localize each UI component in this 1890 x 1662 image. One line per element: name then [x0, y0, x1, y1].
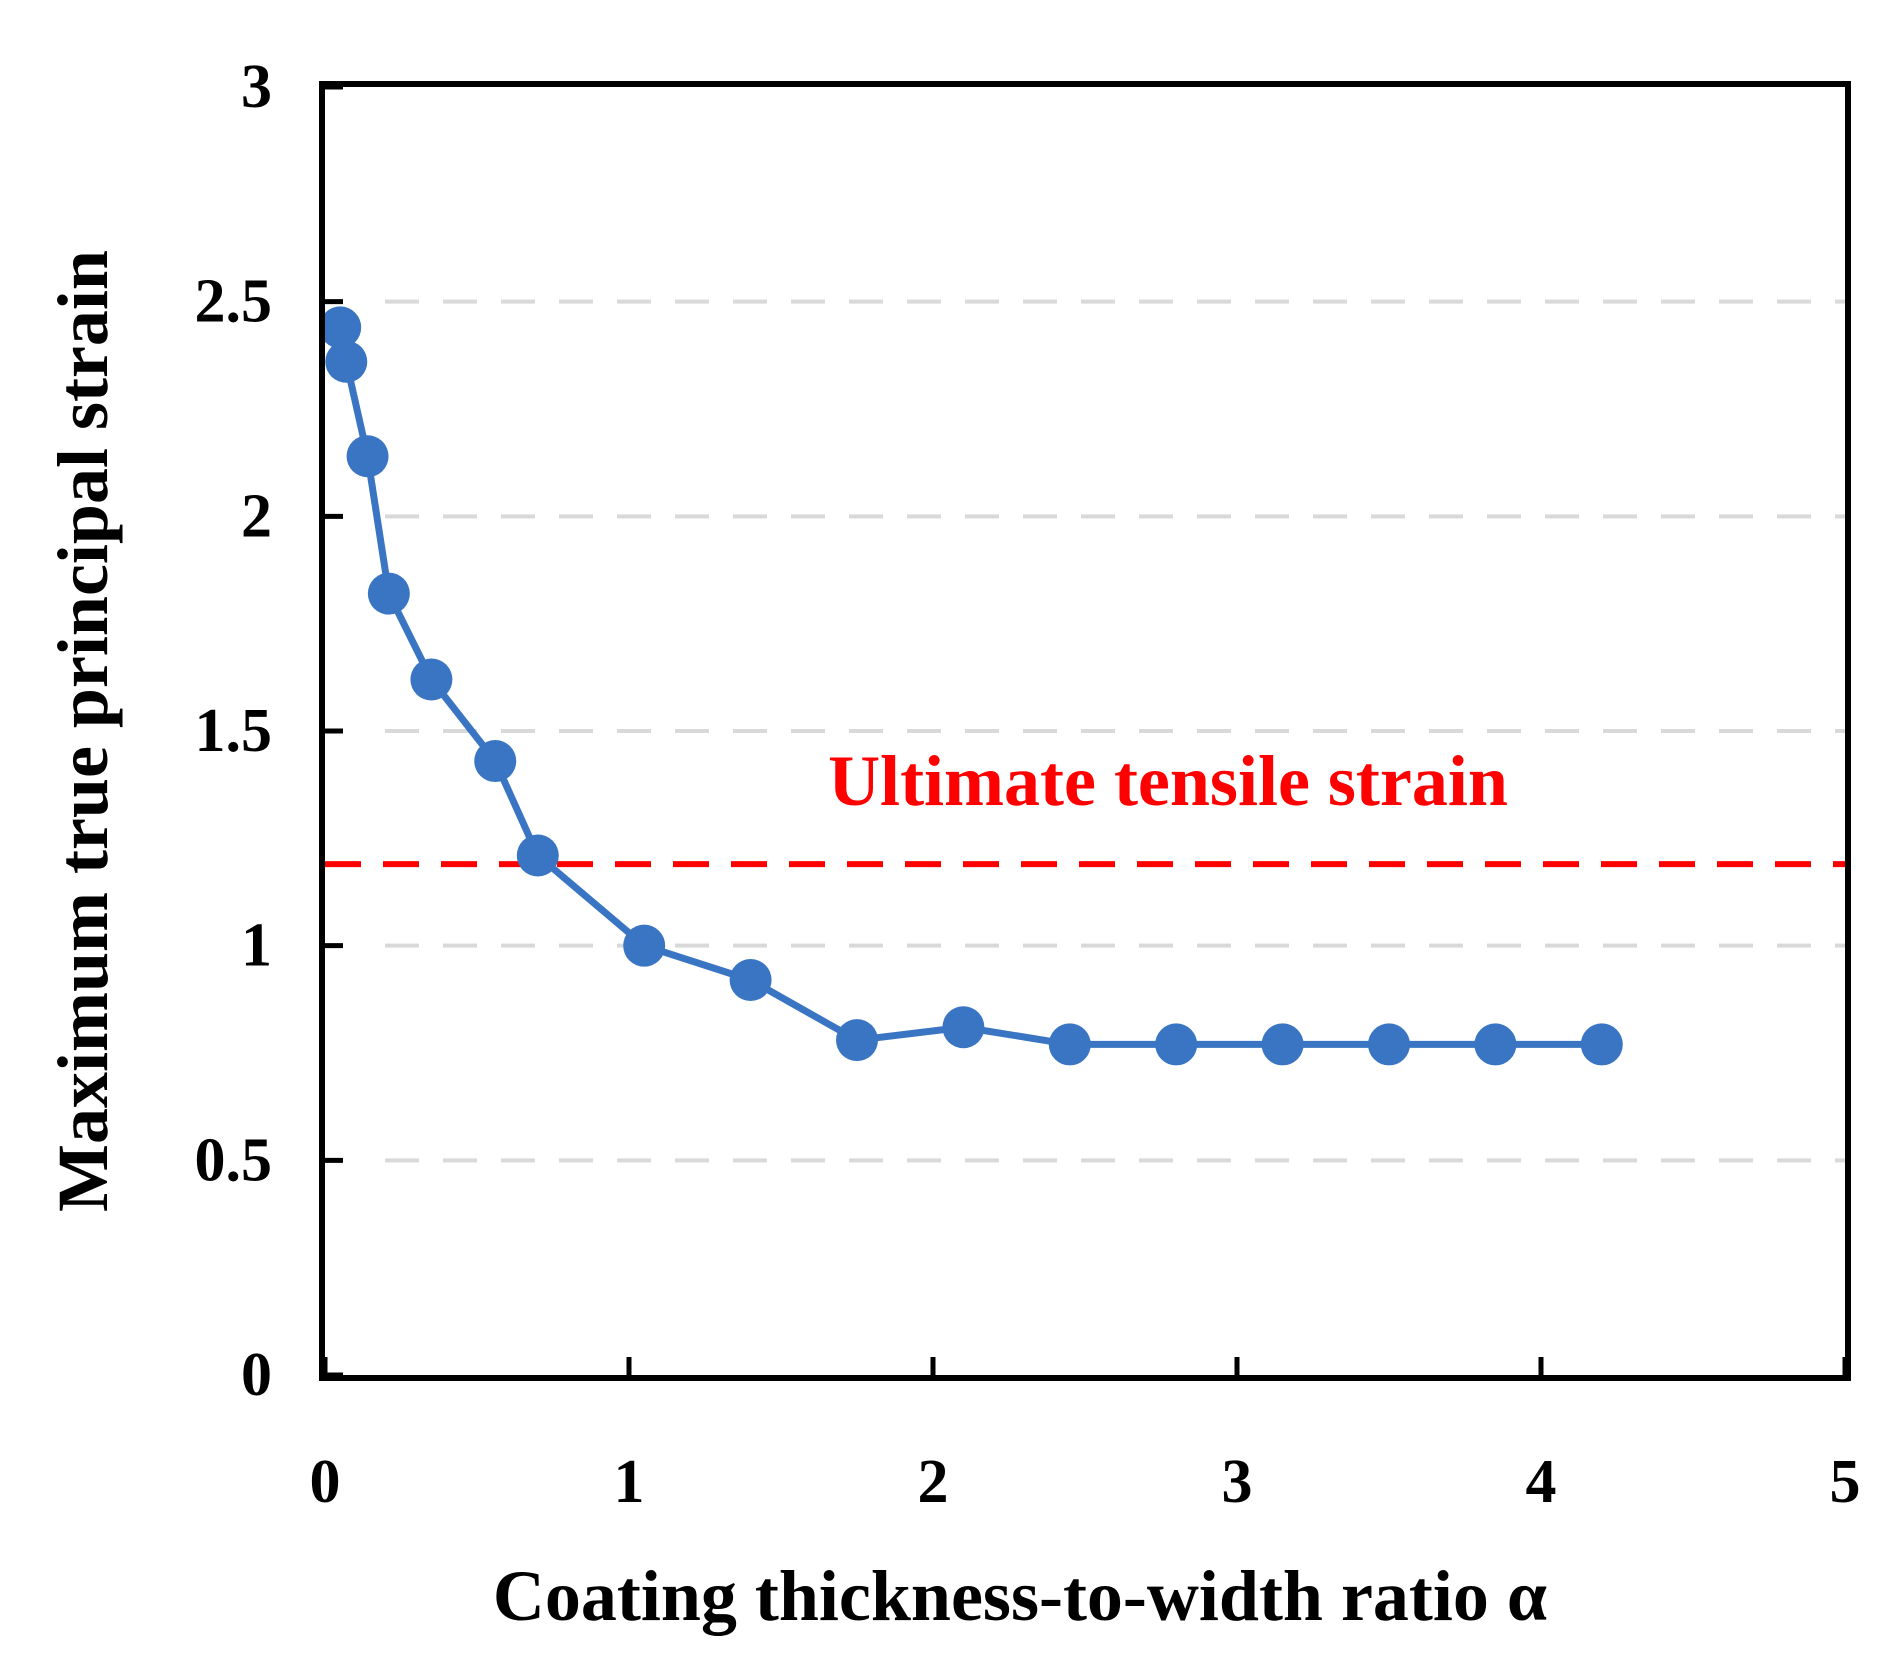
data-point — [942, 1006, 985, 1049]
reference-line-label: Ultimate tensile strain — [828, 741, 1508, 821]
y-tick-label: 2 — [241, 482, 272, 550]
data-point — [367, 572, 410, 615]
data-point — [1474, 1023, 1517, 1066]
data-point — [729, 959, 772, 1002]
data-point — [623, 924, 666, 967]
data-point — [1580, 1023, 1623, 1066]
x-tick-label: 0 — [310, 1448, 341, 1516]
data-point — [325, 340, 368, 383]
x-tick-label: 5 — [1830, 1448, 1861, 1516]
x-tick-label: 3 — [1222, 1448, 1253, 1516]
y-axis-title: Maximum true principal strain — [43, 250, 123, 1212]
data-point — [346, 435, 389, 478]
data-point — [474, 740, 517, 783]
x-tick-label: 4 — [1526, 1448, 1557, 1516]
data-point — [319, 306, 362, 349]
y-tick-label: 1.5 — [195, 697, 273, 765]
data-point — [836, 1019, 878, 1062]
y-tick-label: 0 — [241, 1341, 272, 1409]
x-axis-title: Coating thickness-to-width ratio α — [493, 1556, 1547, 1636]
series-group — [319, 306, 1623, 1066]
data-point — [1048, 1023, 1091, 1066]
plot-area-frame — [319, 81, 1851, 1381]
axis-ticks — [322, 84, 1848, 1378]
data-point — [410, 658, 453, 701]
y-tick-label: 1 — [241, 912, 272, 980]
x-tick-label: 2 — [918, 1448, 949, 1516]
tick-labels: 0 0.5 1 1.5 2 2.5 3 0 1 2 3 4 5 — [195, 53, 1861, 1516]
data-point — [1261, 1023, 1304, 1066]
x-tick-label: 1 — [614, 1448, 645, 1516]
data-point — [1155, 1023, 1198, 1066]
y-tick-label: 2.5 — [195, 268, 273, 336]
data-point — [1368, 1023, 1410, 1066]
data-point — [516, 834, 559, 877]
y-tick-label: 3 — [241, 53, 272, 121]
y-tick-label: 0.5 — [195, 1126, 273, 1194]
